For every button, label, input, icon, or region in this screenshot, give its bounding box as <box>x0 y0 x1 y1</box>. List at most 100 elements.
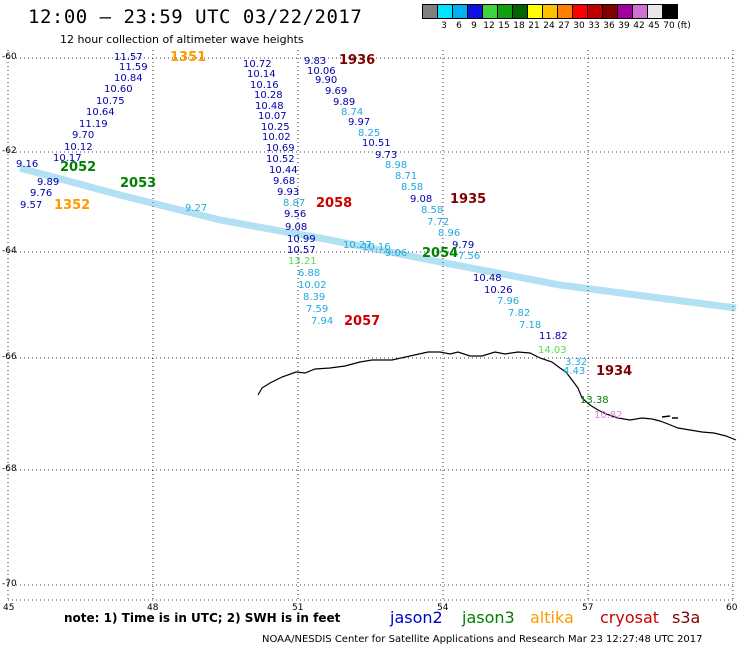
coast-island <box>661 415 678 419</box>
pass-time-label: 2054 <box>422 246 459 261</box>
latitude-label: -66 <box>2 352 17 362</box>
wave-height-value: 9.93 <box>277 187 300 198</box>
wave-height-value: 10.64 <box>86 107 115 118</box>
wave-height-value: 9.08 <box>285 222 308 233</box>
wave-height-value: 9.57 <box>20 200 43 211</box>
scale-swatch <box>437 4 453 19</box>
pass-time-label: 1934 <box>596 364 633 379</box>
legend-s3a: s3a <box>672 608 701 627</box>
wave-height-value: 10.99 <box>287 234 316 245</box>
footer-note: note: 1) Time is in UTC; 2) SWH is in fe… <box>64 611 341 625</box>
scale-label: 9 <box>471 21 477 31</box>
wave-height-value: 9.16 <box>16 159 39 170</box>
pass-time-label: 1352 <box>54 198 91 213</box>
scale-label: 12 <box>483 21 495 31</box>
wave-height-value: 7.18 <box>519 320 542 331</box>
wave-height-value: 9.06 <box>385 248 408 259</box>
scale-swatch <box>632 4 648 19</box>
wave-height-value: 9.73 <box>375 150 398 161</box>
scale-swatch <box>542 4 558 19</box>
wave-height-value: 8.25 <box>358 128 381 139</box>
scale-label: 27 <box>558 21 570 31</box>
wave-height-value: 10.82 <box>594 410 623 421</box>
wave-height-value: 13.38 <box>580 395 609 406</box>
latitude-label: -70 <box>2 579 17 589</box>
longitude-label: 57 <box>582 603 594 613</box>
scale-label: 42 <box>633 21 645 31</box>
scale-swatch <box>482 4 498 19</box>
scale-swatch <box>572 4 588 19</box>
wave-height-value: 8.74 <box>341 107 364 118</box>
color-scale-swatches <box>422 4 678 19</box>
wave-height-value: 10.02 <box>262 132 291 143</box>
latitude-label: -60 <box>2 52 17 62</box>
legend-jason3: jason3 <box>462 608 515 627</box>
scale-swatch <box>557 4 573 19</box>
wave-height-value: 10.12 <box>64 142 93 153</box>
wave-height-value: 9.69 <box>325 86 348 97</box>
pass-time-label: 2053 <box>120 176 157 191</box>
scale-label: 15 <box>498 21 510 31</box>
wave-height-value: 8.98 <box>385 160 408 171</box>
wave-height-value: 10.51 <box>362 138 391 149</box>
scale-label: 33 <box>588 21 600 31</box>
wave-height-value: 11.59 <box>119 62 148 73</box>
wave-height-value: 7.59 <box>306 304 329 315</box>
wave-height-value: 8.96 <box>438 228 461 239</box>
wave-height-value: 7.94 <box>311 316 334 327</box>
wave-height-value: 10.72 <box>243 59 272 70</box>
scale-label: 30 <box>573 21 585 31</box>
scale-swatch <box>617 4 633 19</box>
scale-label: 36 <box>603 21 615 31</box>
wave-height-value: 10.84 <box>114 73 143 84</box>
wave-height-value: 13.21 <box>288 256 317 267</box>
satellite-track-lines <box>19 164 737 312</box>
wave-height-value: 10.44 <box>269 165 298 176</box>
wave-height-value: 9.90 <box>315 75 338 86</box>
pass-time-label: 2058 <box>316 196 353 211</box>
legend-jason2: jason2 <box>390 608 443 627</box>
antarctic-coastline <box>257 351 737 441</box>
wave-height-value: 10.27 <box>343 240 372 251</box>
wave-height-value: 9.89 <box>37 177 60 188</box>
wave-height-value: 9.27 <box>185 203 208 214</box>
wave-height-value: 4.43 <box>563 366 586 377</box>
credit-line: NOAA/NESDIS Center for Satellite Applica… <box>262 634 703 645</box>
wave-height-value: 10.52 <box>266 154 295 165</box>
wave-height-value: 9.83 <box>304 56 327 67</box>
wave-height-value: 10.69 <box>266 143 295 154</box>
scale-swatch <box>527 4 543 19</box>
longitude-label: 60 <box>726 603 738 613</box>
latitude-label: -62 <box>2 146 17 156</box>
wave-height-value: 11.19 <box>79 119 108 130</box>
wave-height-value: 7.56 <box>458 251 481 262</box>
wave-height-value: 9.76 <box>30 188 53 199</box>
wave-height-value: 10.16 <box>362 242 391 253</box>
wave-height-value: 9.70 <box>72 130 95 141</box>
wave-height-value: 9.79 <box>452 240 475 251</box>
pass-time-label: 2052 <box>60 160 97 175</box>
wave-height-value: 10.07 <box>258 111 287 122</box>
scale-swatch <box>497 4 513 19</box>
wave-height-value: 3.32 <box>565 357 588 368</box>
scale-swatch <box>512 4 528 19</box>
wave-height-value: 10.14 <box>247 69 276 80</box>
wave-height-value: 8.58 <box>421 205 444 216</box>
wave-height-value: 9.68 <box>273 176 296 187</box>
longitude-label: 48 <box>147 603 159 613</box>
wave-height-value: 11.82 <box>539 331 568 342</box>
wave-height-value: 10.57 <box>287 245 316 256</box>
wave-height-value: 9.56 <box>284 209 307 220</box>
scale-swatch <box>422 4 438 19</box>
wave-height-value: 10.60 <box>104 84 133 95</box>
scale-swatch <box>647 4 663 19</box>
wave-height-value: 10.48 <box>473 273 502 284</box>
wave-height-value: 10.75 <box>96 96 125 107</box>
scale-swatch <box>587 4 603 19</box>
dense-track-band <box>19 164 737 312</box>
wave-height-value: 10.25 <box>261 122 290 133</box>
wave-height-value: 8.87 <box>283 198 306 209</box>
wave-height-value: 9.97 <box>348 117 371 128</box>
